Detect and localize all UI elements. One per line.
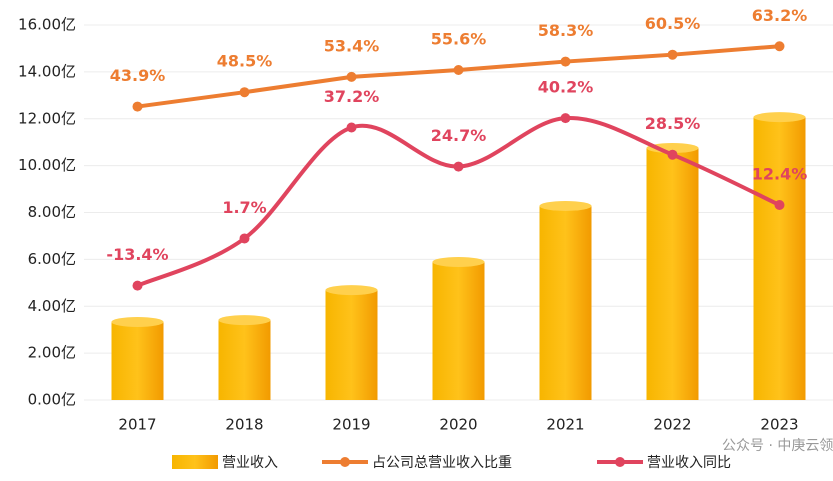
x-tick-label: 2023 <box>760 416 798 434</box>
y-tick-label: 10.00亿 <box>18 156 76 174</box>
x-tick-label: 2018 <box>225 416 263 434</box>
legend-swatch <box>172 455 218 469</box>
watermark: 公众号 · 中庚云领 <box>722 438 833 454</box>
bar-top <box>325 285 378 296</box>
legend-swatch <box>340 457 350 467</box>
data-label: 12.4% <box>752 165 808 184</box>
data-label: 48.5% <box>217 52 273 71</box>
y-tick-label: 0.00亿 <box>28 391 76 409</box>
data-label: 37.2% <box>324 87 380 106</box>
point <box>453 161 464 172</box>
point <box>774 41 785 52</box>
point <box>132 280 143 291</box>
point <box>132 101 143 112</box>
y-tick-label: 8.00亿 <box>28 203 76 221</box>
y-tick-label: 2.00亿 <box>28 344 76 362</box>
point <box>239 87 250 98</box>
data-label: 55.6% <box>431 30 487 49</box>
point <box>560 113 571 124</box>
y-tick-label: 12.00亿 <box>18 109 76 127</box>
bar-top <box>753 112 806 123</box>
bar-top <box>111 316 164 327</box>
legend-label: 营业收入同比 <box>647 455 731 471</box>
legend-label: 营业收入 <box>222 455 278 471</box>
point <box>346 122 357 133</box>
x-tick-label: 2019 <box>332 416 370 434</box>
data-label: 43.9% <box>110 66 166 85</box>
x-tick-label: 2020 <box>439 416 477 434</box>
data-label: -13.4% <box>106 245 168 264</box>
data-label: 53.4% <box>324 36 380 55</box>
point <box>667 49 678 60</box>
bar <box>111 321 164 400</box>
bar <box>539 205 592 400</box>
bar <box>753 117 806 400</box>
bar <box>218 320 271 400</box>
data-label: 63.2% <box>752 6 808 25</box>
data-label: 40.2% <box>538 78 594 97</box>
point <box>346 71 357 82</box>
point <box>453 65 464 75</box>
x-tick-label: 2021 <box>546 416 584 434</box>
data-label: 24.7% <box>431 126 487 145</box>
x-tick-label: 2017 <box>118 416 156 434</box>
data-label: 60.5% <box>645 14 701 33</box>
legend-label: 占公司总营业收入比重 <box>372 455 512 471</box>
point <box>239 233 250 244</box>
point <box>774 200 785 210</box>
data-label: 58.3% <box>538 21 594 40</box>
x-tick-label: 2022 <box>653 416 691 434</box>
y-tick-label: 14.00亿 <box>18 62 76 80</box>
bar-top <box>218 315 271 326</box>
y-tick-label: 16.00亿 <box>18 16 76 34</box>
point <box>560 56 571 67</box>
y-tick-label: 4.00亿 <box>28 297 76 315</box>
y-tick-label: 6.00亿 <box>28 250 76 268</box>
data-label: 1.7% <box>222 198 266 217</box>
bar <box>432 261 485 400</box>
bar-top <box>432 256 485 267</box>
bar <box>646 148 699 400</box>
bar <box>325 290 378 400</box>
point <box>667 149 678 160</box>
legend-swatch <box>615 457 625 467</box>
data-label: 28.5% <box>645 114 701 133</box>
bar-top <box>539 200 592 211</box>
